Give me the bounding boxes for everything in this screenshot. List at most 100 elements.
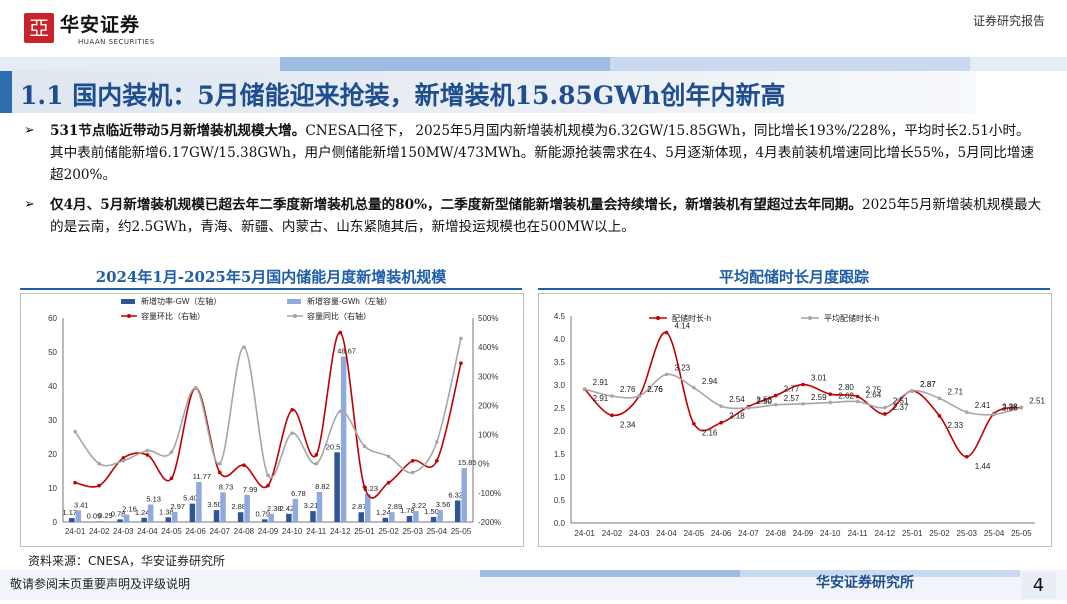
x-tick-label: 25-02 (929, 529, 950, 538)
left-y-tick-label: 0 (53, 518, 58, 527)
x-tick-label: 24-10 (820, 529, 841, 538)
x-tick-label: 24-07 (210, 527, 231, 536)
installation-chart: 0102030405060-200%-100%0%100%200%300%400… (21, 294, 523, 546)
y-tick-label: 4.5 (554, 312, 566, 321)
bar-capacity-label: 0.29 (98, 511, 113, 520)
label-avg-duration: 2.94 (702, 377, 718, 386)
bar-capacity-label: 7.99 (243, 485, 258, 494)
point-avg-duration (610, 394, 614, 398)
point-capacity-mom (387, 481, 391, 485)
bar-capacity-gwh (437, 510, 443, 522)
right-y-tick-label: 300% (478, 372, 498, 381)
point-capacity-yoy (435, 440, 439, 444)
bar-power-gw (214, 510, 220, 522)
point-capacity-yoy (266, 474, 270, 478)
label-avg-duration: 3.23 (675, 363, 691, 372)
legend-label: 容量同比（右轴） (307, 311, 371, 321)
point-avg-duration (719, 404, 723, 408)
x-tick-label: 24-03 (629, 529, 650, 538)
bar-capacity-gwh (76, 510, 82, 522)
x-tick-label: 24-05 (161, 527, 182, 536)
bullet-paragraph-2: ➢ 仅4月、5月新增装机规模已超去年二季度新增装机总量的80%，二季度新型储能新… (26, 194, 1042, 238)
x-tick-label: 24-08 (765, 529, 786, 538)
label-avg-duration: 2.57 (784, 394, 800, 403)
point-duration (665, 331, 669, 335)
x-tick-label: 24-07 (738, 529, 759, 538)
legend-label: 容量环比（右轴） (141, 311, 205, 321)
legend-swatch (287, 299, 301, 304)
y-tick-label: 1.5 (554, 450, 566, 459)
point-avg-duration (583, 387, 587, 391)
legend-label: 新增容量-GWh（左轴） (307, 296, 392, 306)
point-capacity-yoy (242, 345, 246, 349)
header-stripe-accent-2 (610, 57, 970, 71)
point-duration (801, 383, 805, 387)
y-tick-label: 0.5 (554, 496, 566, 505)
header-stripe-accent (280, 57, 610, 71)
x-tick-label: 24-06 (185, 527, 206, 536)
bar-power-gw (310, 511, 316, 522)
point-avg-duration (801, 402, 805, 406)
label-avg-duration: 2.54 (729, 395, 745, 404)
bar-capacity-gwh (244, 495, 250, 522)
right-y-tick-label: 200% (478, 401, 498, 410)
x-tick-label: 24-09 (793, 529, 814, 538)
y-tick-label: 3.5 (554, 358, 566, 367)
point-avg-duration (910, 389, 914, 393)
bar-capacity-gwh (341, 357, 347, 522)
bar-power-label: 5.40 (183, 494, 198, 503)
y-tick-label: 4.0 (554, 335, 566, 344)
point-capacity-mom (218, 471, 222, 475)
legend-label: 平均配储时长-h (824, 313, 879, 323)
bar-power-gw (117, 519, 123, 522)
point-avg-duration (747, 406, 751, 410)
bar-capacity-label: 6.78 (291, 489, 306, 498)
bullet-arrow-icon: ➢ (24, 194, 35, 216)
bar-capacity-gwh (389, 512, 395, 522)
x-tick-label: 25-05 (1011, 529, 1032, 538)
bar-power-label: 2.87 (352, 502, 367, 511)
bar-power-gw (69, 518, 75, 522)
page-title: 1.1 国内装机：5月储能迎来抢装，新增装机15.85GWh创年内新高 (20, 76, 785, 112)
point-capacity-yoy (73, 430, 77, 434)
x-tick-label: 24-04 (137, 527, 158, 536)
brand-name-en: HUAAN SECURITIES (78, 38, 155, 46)
point-avg-duration (637, 394, 641, 398)
bar-power-gw (190, 504, 196, 522)
data-source: 资料来源：CNESA，华安证券研究所 (28, 552, 225, 569)
legend-marker (293, 314, 297, 318)
point-capacity-yoy (387, 455, 391, 459)
point-duration (965, 455, 969, 459)
label-avg-duration: 2.76 (620, 385, 636, 394)
left-chart-title-rule (20, 288, 522, 290)
bar-capacity-label: 3.56 (436, 500, 451, 509)
point-capacity-mom (339, 331, 343, 335)
bar-capacity-gwh (220, 492, 226, 522)
bar-capacity-gwh (461, 468, 467, 522)
label-duration: 2.18 (729, 412, 745, 421)
bar-power-gw (407, 516, 413, 522)
point-avg-duration (938, 397, 942, 401)
label-duration: 2.34 (620, 420, 636, 429)
legend-label: 配储时长-h (672, 313, 711, 323)
point-capacity-mom (242, 463, 246, 467)
x-tick-label: 24-02 (602, 529, 623, 538)
label-avg-duration: 2.41 (975, 401, 991, 410)
y-tick-label: 2.5 (554, 404, 566, 413)
bar-power-gw (358, 512, 364, 522)
point-avg-duration (828, 401, 832, 405)
disclaimer-text: 敬请参阅末页重要声明及评级说明 (10, 575, 190, 592)
point-avg-duration (856, 400, 860, 404)
point-capacity-yoy (339, 409, 343, 413)
x-tick-label: 25-03 (402, 527, 423, 536)
right-y-tick-label: 500% (478, 314, 498, 323)
label-avg-duration: 2.59 (811, 393, 827, 402)
label-duration: 2.33 (947, 421, 963, 430)
point-capacity-mom (459, 361, 463, 365)
bar-capacity-gwh (172, 512, 178, 522)
bar-capacity-label: 2.16 (122, 505, 137, 514)
legend-marker (808, 316, 812, 320)
label-avg-duration: 2.62 (838, 391, 854, 400)
bar-capacity-gwh (293, 499, 299, 522)
x-tick-label: 24-10 (282, 527, 303, 536)
